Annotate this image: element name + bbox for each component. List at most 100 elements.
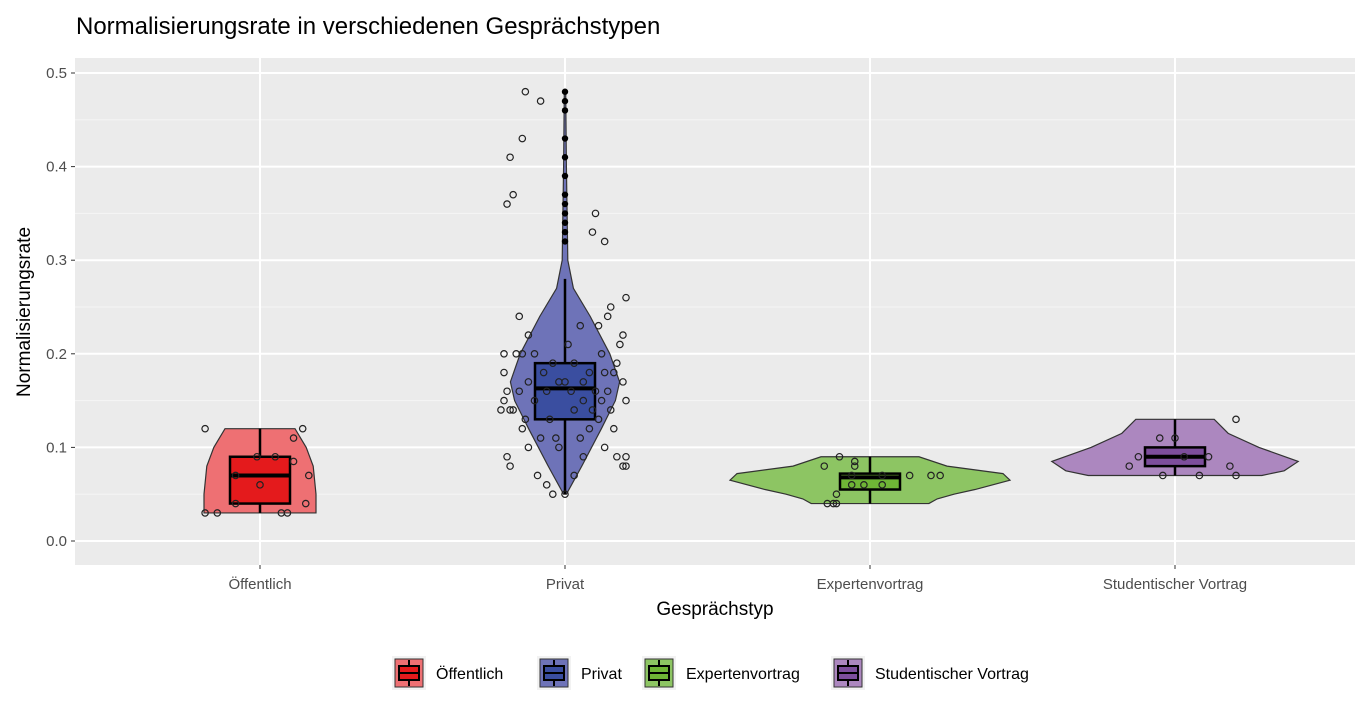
jitter-point xyxy=(606,406,615,414)
outlier-point xyxy=(561,228,569,236)
jitter-point xyxy=(1232,471,1240,480)
jitter-point xyxy=(289,457,298,466)
jitter-point xyxy=(201,509,209,517)
jitter-point xyxy=(515,312,524,321)
jitter-point xyxy=(542,387,551,396)
jitter-point xyxy=(570,359,578,367)
x-tick-label: Expertenvortrag xyxy=(817,576,924,593)
jitter-point xyxy=(570,471,578,480)
jitter-point xyxy=(820,462,829,470)
jitter-point xyxy=(231,471,240,480)
jitter-point xyxy=(835,452,844,461)
y-tick-label: 0.3 xyxy=(46,252,67,269)
jitter-point xyxy=(201,424,209,433)
jitter-point xyxy=(530,396,539,405)
jitter-point xyxy=(609,424,618,433)
jitter-point xyxy=(609,368,618,377)
jitter-point xyxy=(832,490,841,499)
jitter-point xyxy=(860,481,868,489)
jitter-point xyxy=(1134,452,1143,461)
jitter-point xyxy=(533,471,542,480)
jitter-point xyxy=(622,293,630,302)
jitter-point xyxy=(619,462,627,470)
box xyxy=(228,455,292,505)
jitter-point xyxy=(619,331,627,339)
jitter-point xyxy=(518,349,527,358)
jitter-point xyxy=(524,331,533,339)
x-tick-label: Studentischer Vortrag xyxy=(1103,576,1247,593)
jitter-point xyxy=(500,368,508,377)
jitter-point xyxy=(622,462,630,470)
jitter-point xyxy=(850,462,859,470)
y-tick-label: 0.5 xyxy=(46,65,67,82)
jitter-point xyxy=(588,228,597,236)
data-marks xyxy=(201,87,1300,517)
jitter-point xyxy=(509,406,517,414)
jitter-point xyxy=(545,415,554,424)
jitter-point xyxy=(606,303,615,311)
jitter-point xyxy=(936,471,944,480)
jitter-point xyxy=(570,406,578,414)
jitter-point xyxy=(548,359,557,367)
jitter-point xyxy=(503,200,511,208)
jitter-point xyxy=(1226,462,1234,470)
jitter-point xyxy=(1155,434,1164,442)
outlier-point xyxy=(561,135,569,142)
jitter-point xyxy=(304,471,313,480)
jitter-point xyxy=(561,490,569,499)
jitter-point xyxy=(622,396,630,405)
jitter-point xyxy=(1125,462,1134,470)
jitter-point xyxy=(576,321,585,330)
axes: 0.0 0.1 0.2 0.3 0.4 0.5 Öffentlich Privat Expert… xyxy=(46,65,1247,593)
jitter-point xyxy=(613,359,621,367)
jitter-point xyxy=(253,452,261,461)
jitter-point xyxy=(600,368,609,377)
y-axis-label: Normalisierungsrate xyxy=(14,227,35,397)
jitter-point xyxy=(539,368,548,377)
jitter-point xyxy=(518,134,527,143)
outlier-point xyxy=(561,219,569,226)
jitter-point xyxy=(600,237,609,246)
jitter-point xyxy=(1195,471,1204,480)
jitter-point xyxy=(588,406,597,414)
legend: Öffentlich Privat Expertenvortrag Studentis… xyxy=(392,656,1029,690)
jitter-point xyxy=(585,424,594,433)
y-tick-label: 0.4 xyxy=(46,159,67,176)
jitter-point xyxy=(256,481,264,489)
jitter-point xyxy=(591,209,600,218)
outlier-point xyxy=(561,200,569,208)
jitter-point xyxy=(515,387,524,396)
jitter-point xyxy=(506,153,514,162)
jitter-point xyxy=(524,443,533,452)
jitter-point xyxy=(579,452,588,461)
jitter-point xyxy=(878,471,887,480)
jitter-point xyxy=(619,378,627,386)
legend-label: Studentischer Vortrag xyxy=(875,666,1029,683)
jitter-point xyxy=(521,87,530,96)
jitter-point xyxy=(1171,434,1179,442)
jitter-point xyxy=(591,387,600,396)
jitter-point xyxy=(500,396,508,405)
outlier-point xyxy=(561,154,569,161)
jitter-point xyxy=(552,434,560,442)
outlier-point xyxy=(561,88,569,95)
jitter-point xyxy=(603,387,612,396)
jitter-point xyxy=(548,490,557,499)
y-tick-label: 0.1 xyxy=(46,439,67,456)
jitter-point xyxy=(847,471,856,480)
jitter-point xyxy=(597,396,606,405)
jitter-point xyxy=(622,452,630,461)
jitter-point xyxy=(600,443,609,452)
chart-title: Normalisierungsrate in verschiedenen Ges… xyxy=(76,13,660,40)
jitter-point xyxy=(283,509,292,517)
jitter-point xyxy=(506,406,514,414)
jitter-point xyxy=(509,190,517,199)
jitter-point xyxy=(1180,452,1188,461)
jitter-point xyxy=(231,499,240,508)
jitter-point xyxy=(1159,471,1167,480)
x-tick-label: Öffentlich xyxy=(228,575,291,593)
jitter-point xyxy=(536,97,545,105)
jitter-point xyxy=(905,471,914,480)
jitter-point xyxy=(564,340,572,349)
